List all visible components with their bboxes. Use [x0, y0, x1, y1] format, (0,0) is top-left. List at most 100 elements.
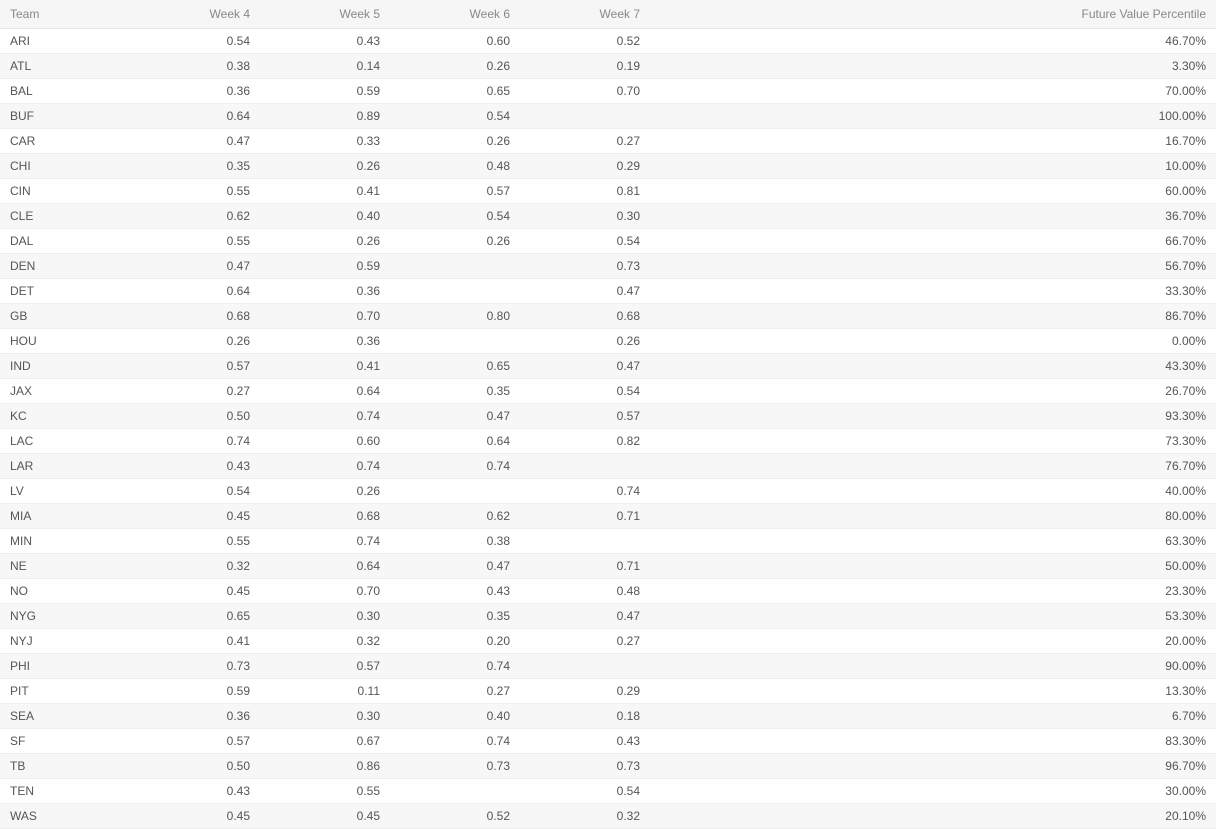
- cell-week7: 0.54: [520, 779, 650, 804]
- table-row: WAS0.450.450.520.3220.10%: [0, 804, 1216, 829]
- cell-week6: 0.26: [390, 129, 520, 154]
- col-header-fvp[interactable]: Future Value Percentile: [650, 0, 1216, 29]
- cell-week6: 0.73: [390, 754, 520, 779]
- cell-week5: 0.68: [260, 504, 390, 529]
- cell-week5: 0.55: [260, 779, 390, 804]
- cell-week5: 0.67: [260, 729, 390, 754]
- cell-week6: 0.64: [390, 429, 520, 454]
- table-row: DET0.640.360.4733.30%: [0, 279, 1216, 304]
- col-header-week4[interactable]: Week 4: [130, 0, 260, 29]
- table-row: NO0.450.700.430.4823.30%: [0, 579, 1216, 604]
- table-row: ATL0.380.140.260.193.30%: [0, 54, 1216, 79]
- cell-week4: 0.54: [130, 479, 260, 504]
- header-row: Team Week 4 Week 5 Week 6 Week 7 Future …: [0, 0, 1216, 29]
- cell-week4: 0.50: [130, 404, 260, 429]
- cell-week5: 0.14: [260, 54, 390, 79]
- cell-week4: 0.36: [130, 704, 260, 729]
- cell-week7: 0.29: [520, 154, 650, 179]
- cell-week6: 0.38: [390, 529, 520, 554]
- cell-week4: 0.47: [130, 254, 260, 279]
- cell-week7: [520, 104, 650, 129]
- cell-week6: 0.57: [390, 179, 520, 204]
- cell-team: NYG: [0, 604, 130, 629]
- cell-week7: 0.43: [520, 729, 650, 754]
- cell-week5: 0.36: [260, 329, 390, 354]
- cell-week5: 0.74: [260, 454, 390, 479]
- cell-week5: 0.60: [260, 429, 390, 454]
- cell-week4: 0.26: [130, 329, 260, 354]
- cell-fvp: 76.70%: [650, 454, 1216, 479]
- cell-team: LAR: [0, 454, 130, 479]
- cell-week6: 0.74: [390, 654, 520, 679]
- table-row: GB0.680.700.800.6886.70%: [0, 304, 1216, 329]
- cell-fvp: 10.00%: [650, 154, 1216, 179]
- cell-team: IND: [0, 354, 130, 379]
- cell-week6: 0.52: [390, 804, 520, 829]
- cell-team: ATL: [0, 54, 130, 79]
- cell-week5: 0.74: [260, 404, 390, 429]
- table-row: MIN0.550.740.3863.30%: [0, 529, 1216, 554]
- col-header-week5[interactable]: Week 5: [260, 0, 390, 29]
- cell-week7: [520, 654, 650, 679]
- cell-week4: 0.47: [130, 129, 260, 154]
- cell-team: PIT: [0, 679, 130, 704]
- cell-week5: 0.64: [260, 554, 390, 579]
- cell-week6: 0.47: [390, 404, 520, 429]
- cell-week4: 0.64: [130, 104, 260, 129]
- cell-week4: 0.68: [130, 304, 260, 329]
- cell-week5: 0.40: [260, 204, 390, 229]
- table-row: DEN0.470.590.7356.70%: [0, 254, 1216, 279]
- cell-fvp: 0.00%: [650, 329, 1216, 354]
- col-header-week7[interactable]: Week 7: [520, 0, 650, 29]
- cell-team: ARI: [0, 29, 130, 54]
- cell-week5: 0.59: [260, 254, 390, 279]
- cell-team: LAC: [0, 429, 130, 454]
- cell-week7: 0.19: [520, 54, 650, 79]
- cell-week7: 0.81: [520, 179, 650, 204]
- cell-week5: 0.26: [260, 154, 390, 179]
- cell-fvp: 60.00%: [650, 179, 1216, 204]
- cell-week6: 0.65: [390, 354, 520, 379]
- cell-week5: 0.30: [260, 704, 390, 729]
- cell-week4: 0.73: [130, 654, 260, 679]
- cell-week7: 0.73: [520, 754, 650, 779]
- col-header-week6[interactable]: Week 6: [390, 0, 520, 29]
- cell-week5: 0.43: [260, 29, 390, 54]
- cell-week4: 0.45: [130, 504, 260, 529]
- cell-week6: 0.43: [390, 579, 520, 604]
- cell-week7: 0.73: [520, 254, 650, 279]
- cell-fvp: 53.30%: [650, 604, 1216, 629]
- cell-week7: 0.54: [520, 229, 650, 254]
- cell-week4: 0.62: [130, 204, 260, 229]
- cell-week5: 0.45: [260, 804, 390, 829]
- cell-week7: 0.27: [520, 629, 650, 654]
- cell-week7: [520, 454, 650, 479]
- cell-fvp: 3.30%: [650, 54, 1216, 79]
- cell-week4: 0.43: [130, 779, 260, 804]
- cell-week6: 0.74: [390, 454, 520, 479]
- cell-fvp: 16.70%: [650, 129, 1216, 154]
- cell-week7: 0.29: [520, 679, 650, 704]
- cell-team: LV: [0, 479, 130, 504]
- cell-team: MIN: [0, 529, 130, 554]
- cell-week4: 0.45: [130, 579, 260, 604]
- cell-fvp: 20.00%: [650, 629, 1216, 654]
- cell-week6: 0.65: [390, 79, 520, 104]
- cell-fvp: 83.30%: [650, 729, 1216, 754]
- table-row: SEA0.360.300.400.186.70%: [0, 704, 1216, 729]
- table-row: CHI0.350.260.480.2910.00%: [0, 154, 1216, 179]
- cell-fvp: 100.00%: [650, 104, 1216, 129]
- table-row: HOU0.260.360.260.00%: [0, 329, 1216, 354]
- table-row: NYG0.650.300.350.4753.30%: [0, 604, 1216, 629]
- cell-fvp: 66.70%: [650, 229, 1216, 254]
- cell-team: NYJ: [0, 629, 130, 654]
- col-header-team[interactable]: Team: [0, 0, 130, 29]
- cell-week6: 0.40: [390, 704, 520, 729]
- cell-fvp: 63.30%: [650, 529, 1216, 554]
- table-row: TB0.500.860.730.7396.70%: [0, 754, 1216, 779]
- cell-week6: 0.54: [390, 104, 520, 129]
- cell-week4: 0.50: [130, 754, 260, 779]
- cell-week6: 0.35: [390, 379, 520, 404]
- table-row: JAX0.270.640.350.5426.70%: [0, 379, 1216, 404]
- cell-week5: 0.74: [260, 529, 390, 554]
